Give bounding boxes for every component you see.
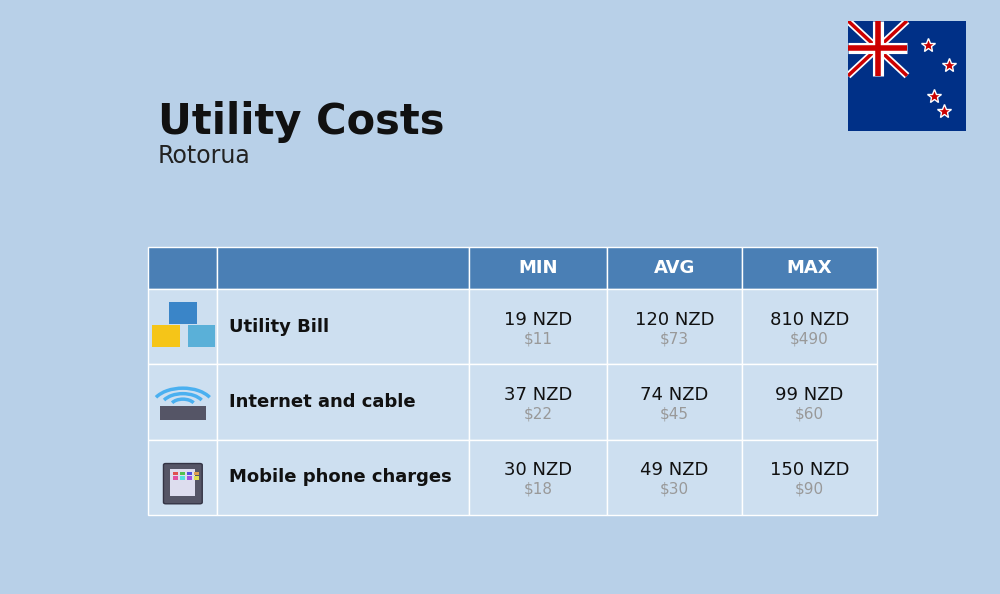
- Bar: [180, 476, 185, 479]
- Bar: [607, 440, 742, 515]
- Text: 37 NZD: 37 NZD: [504, 386, 572, 404]
- Text: $11: $11: [523, 331, 552, 346]
- Text: $90: $90: [795, 482, 824, 497]
- Text: $60: $60: [795, 406, 824, 422]
- Text: AVG: AVG: [654, 259, 695, 277]
- Bar: [469, 247, 607, 289]
- Text: MAX: MAX: [787, 259, 832, 277]
- Text: Utility Bill: Utility Bill: [229, 318, 329, 336]
- Bar: [607, 289, 742, 364]
- Bar: [469, 440, 607, 515]
- Bar: [742, 440, 877, 515]
- Bar: [607, 247, 742, 289]
- Bar: [194, 476, 199, 479]
- Bar: [742, 289, 877, 364]
- FancyBboxPatch shape: [163, 463, 202, 504]
- Text: Rotorua: Rotorua: [158, 144, 250, 169]
- Bar: [148, 289, 217, 364]
- Text: 150 NZD: 150 NZD: [770, 462, 849, 479]
- Text: $45: $45: [660, 406, 689, 422]
- Text: Utility Costs: Utility Costs: [158, 101, 444, 143]
- Text: Internet and cable: Internet and cable: [229, 393, 416, 411]
- Text: 30 NZD: 30 NZD: [504, 462, 572, 479]
- Bar: [169, 302, 197, 324]
- Bar: [173, 472, 178, 475]
- Bar: [187, 472, 192, 475]
- Bar: [187, 476, 192, 479]
- Bar: [217, 289, 469, 364]
- Text: MIN: MIN: [518, 259, 558, 277]
- Bar: [742, 247, 877, 289]
- Bar: [607, 364, 742, 440]
- Text: 120 NZD: 120 NZD: [635, 311, 714, 328]
- Text: Mobile phone charges: Mobile phone charges: [229, 468, 452, 486]
- Bar: [160, 406, 206, 420]
- Bar: [148, 247, 217, 289]
- Bar: [152, 325, 180, 347]
- Bar: [148, 440, 217, 515]
- Text: $30: $30: [660, 482, 689, 497]
- Text: 74 NZD: 74 NZD: [640, 386, 709, 404]
- Text: $73: $73: [660, 331, 689, 346]
- Bar: [217, 440, 469, 515]
- Bar: [148, 364, 217, 440]
- Bar: [469, 289, 607, 364]
- Bar: [170, 469, 195, 497]
- Bar: [188, 325, 215, 347]
- Text: $490: $490: [790, 331, 829, 346]
- Text: $18: $18: [523, 482, 552, 497]
- Text: 99 NZD: 99 NZD: [775, 386, 844, 404]
- Text: 49 NZD: 49 NZD: [640, 462, 709, 479]
- Bar: [180, 472, 185, 475]
- Text: 19 NZD: 19 NZD: [504, 311, 572, 328]
- Bar: [173, 476, 178, 479]
- Bar: [194, 472, 199, 475]
- Text: $22: $22: [523, 406, 552, 422]
- Bar: [217, 247, 469, 289]
- Text: 810 NZD: 810 NZD: [770, 311, 849, 328]
- Bar: [742, 364, 877, 440]
- Bar: [217, 364, 469, 440]
- Bar: [469, 364, 607, 440]
